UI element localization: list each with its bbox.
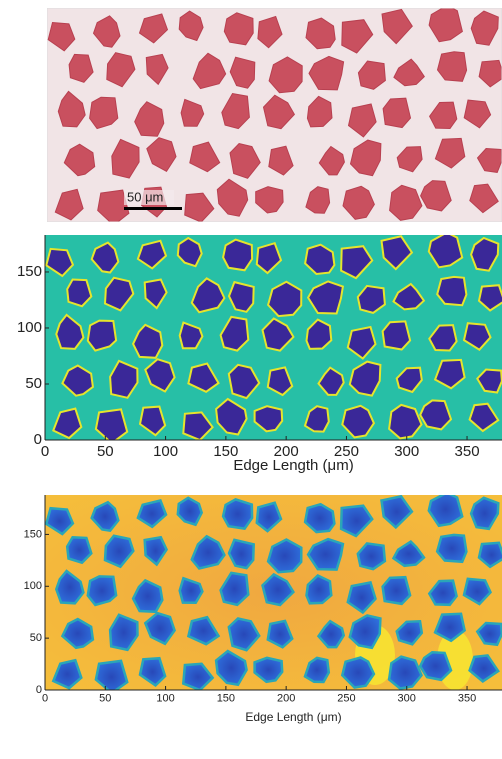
figure: 50 μm 0 50 100 150 200 250 300 350 0 50 100 150 Edge… (0, 0, 502, 759)
x-tick-label: 0 (42, 693, 48, 705)
y-tick-label: 0 (34, 431, 42, 448)
cell (437, 535, 466, 562)
x-tick-label: 300 (394, 443, 419, 460)
y-tick-label: 0 (36, 684, 42, 696)
cell (383, 98, 410, 127)
x-tick-label: 350 (458, 693, 476, 705)
x-tick-label: 100 (156, 693, 174, 705)
y-tick-label: 150 (24, 528, 42, 540)
cell (383, 321, 411, 349)
x-tick-label: 250 (337, 693, 355, 705)
y-tick-label: 100 (24, 580, 42, 592)
x-tick-label: 150 (217, 693, 235, 705)
x-axis-label: Edge Length (μm) (245, 710, 341, 724)
cell (223, 499, 252, 528)
cell (224, 13, 253, 45)
x-tick-label: 350 (455, 443, 480, 460)
x-axis-label: Edge Length (μm) (233, 457, 353, 474)
distance-map (45, 493, 502, 693)
x-tick-label: 100 (153, 443, 178, 460)
scale-bar-label: 50 μm (127, 189, 163, 204)
segmentation-map (45, 233, 502, 444)
cell (88, 576, 116, 605)
histology-image (47, 5, 502, 225)
x-tick-label: 50 (97, 443, 114, 460)
x-tick-label: 200 (277, 693, 295, 705)
cell (223, 240, 252, 271)
x-tick-label: 50 (99, 693, 111, 705)
y-tick-label: 50 (25, 375, 42, 392)
x-tick-label: 0 (41, 443, 49, 460)
x-tick-label: 300 (398, 693, 416, 705)
cell (420, 652, 451, 680)
y-tick-label: 100 (17, 319, 42, 336)
cell (383, 577, 411, 604)
y-tick-label: 50 (30, 632, 42, 644)
y-tick-label: 150 (17, 263, 42, 280)
cell (437, 277, 466, 305)
